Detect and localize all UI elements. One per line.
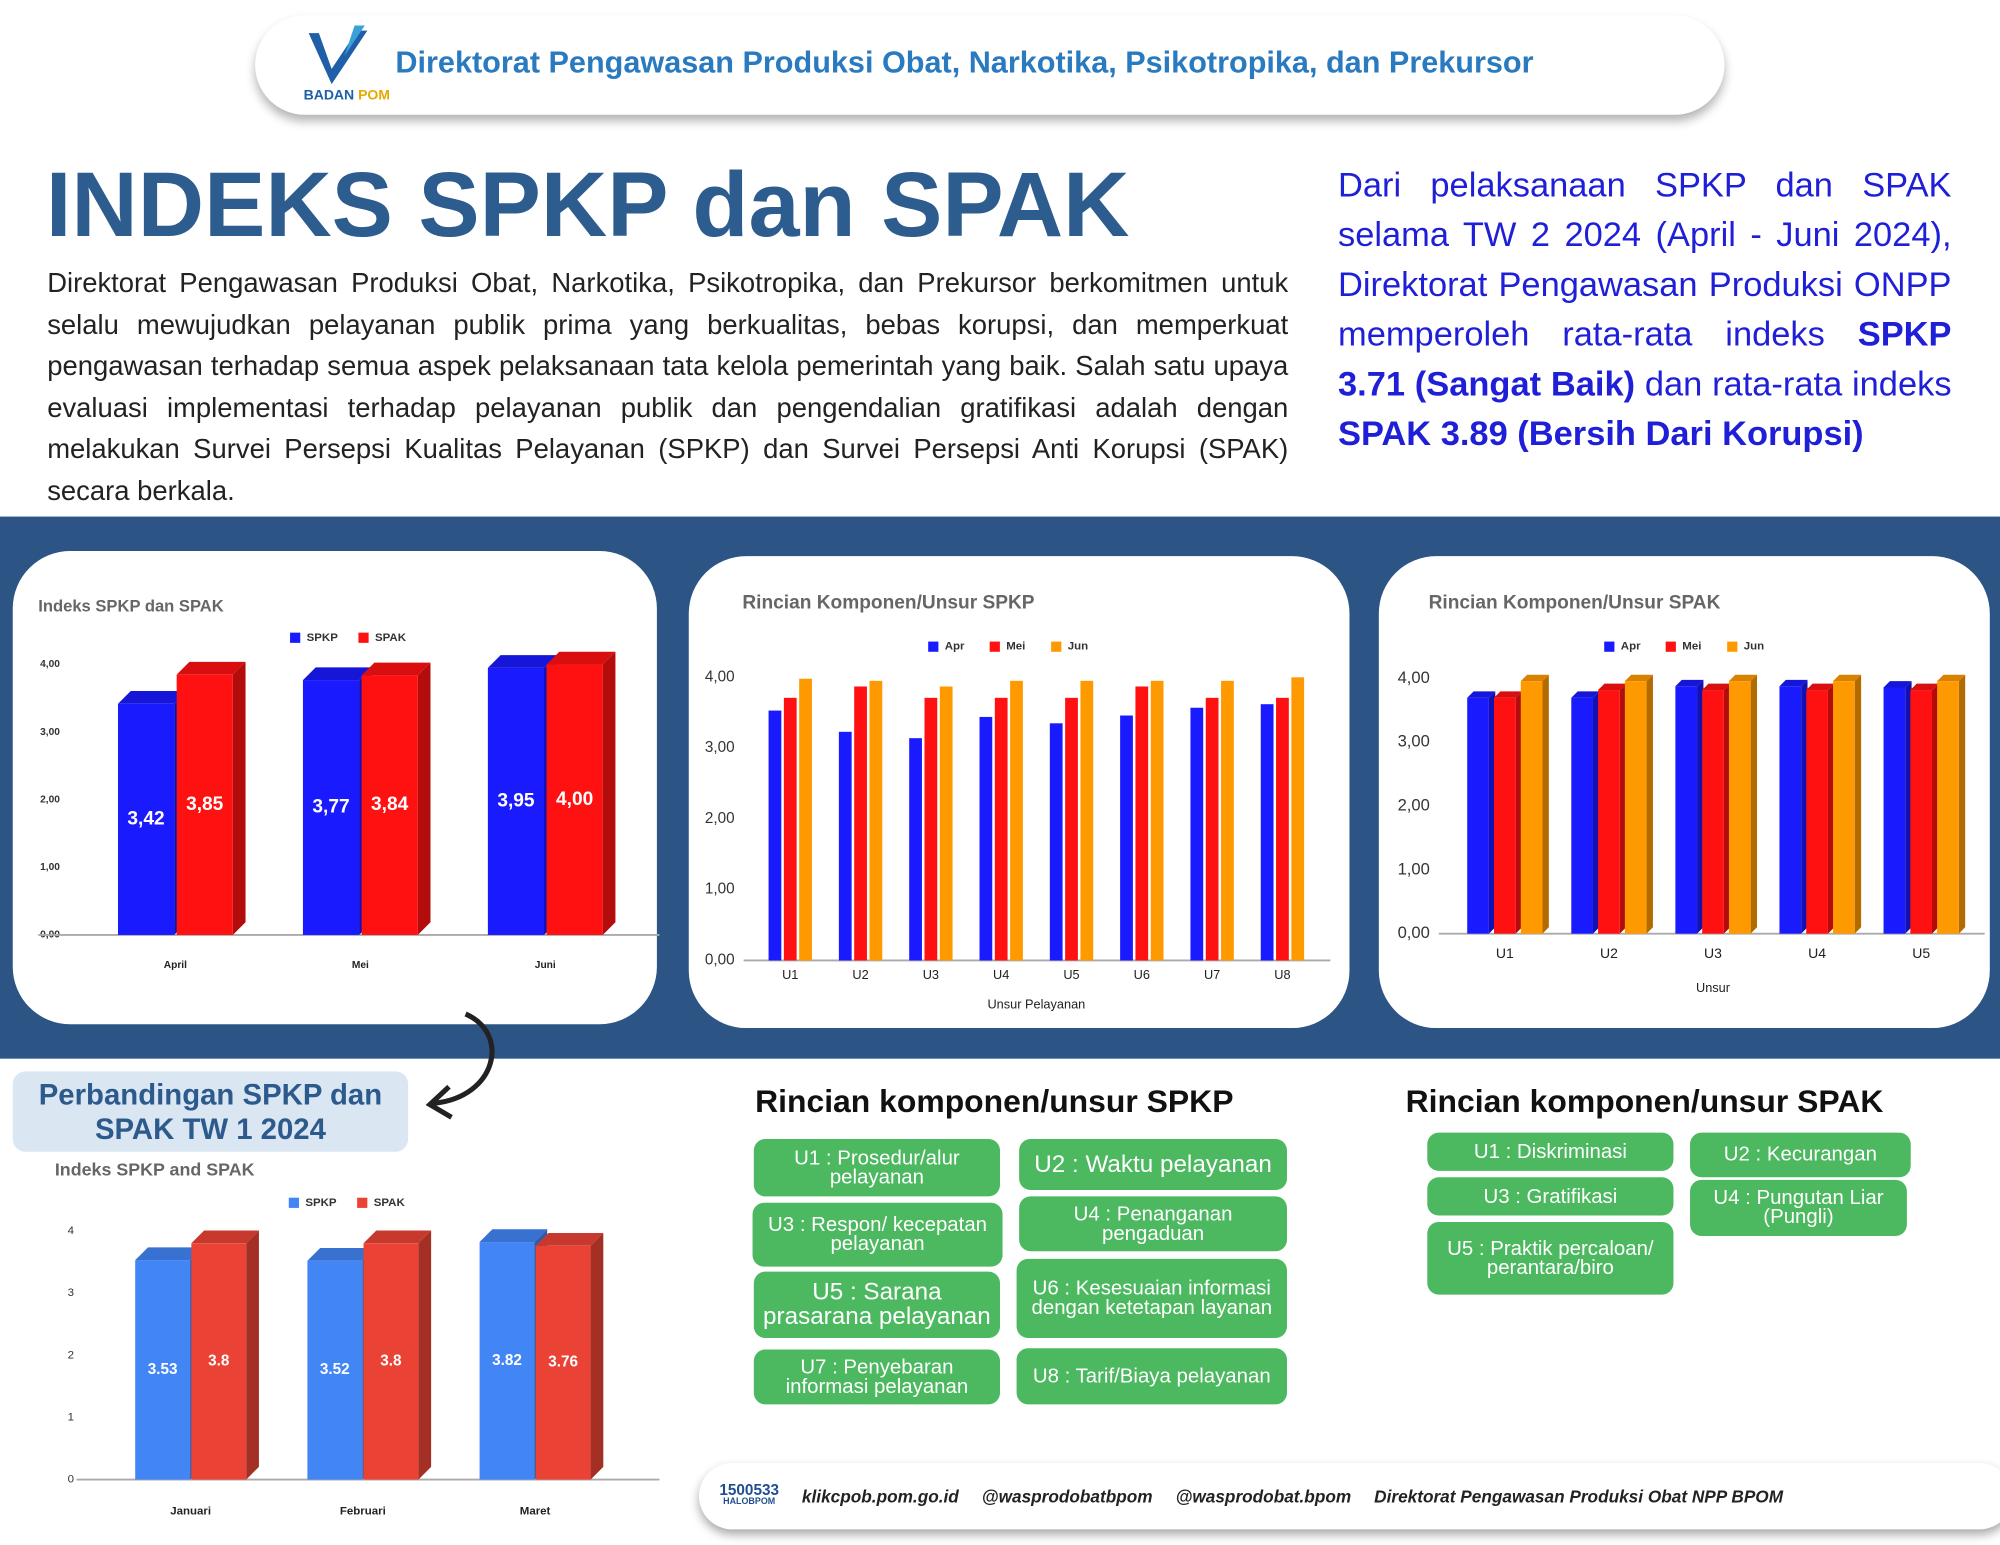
bar-top — [191, 1230, 259, 1244]
chart-card — [12, 551, 657, 1025]
bar-side — [246, 1230, 259, 1480]
bar-top — [307, 1247, 375, 1261]
hotline-name: HALOBPOM — [723, 1497, 776, 1507]
x-tick-label: Januari — [170, 1506, 211, 1518]
footer: 1500533 HALOBPOM klikcpob.pom.go.id @wasp… — [698, 1463, 2000, 1530]
component: U4 : Pungutan Liar (Pungli) — [1690, 1179, 1907, 1236]
bar-top — [535, 1233, 604, 1246]
bar — [135, 1260, 191, 1480]
value-label: 3.52 — [320, 1361, 350, 1378]
bar — [535, 1245, 591, 1480]
y-tick-label: 1 — [68, 1411, 74, 1423]
bar — [191, 1243, 247, 1480]
bar — [479, 1242, 535, 1480]
component: U8 : Tarif/Biaya pelayanan — [1016, 1348, 1287, 1405]
x-tick-label: Februari — [340, 1506, 386, 1518]
value-label: 3.8 — [208, 1352, 230, 1369]
bar-side — [362, 1247, 375, 1480]
intro: Direktorat Pengawasan Produksi Obat, Nar… — [47, 267, 1289, 506]
value-label: 3.8 — [380, 1352, 402, 1369]
component: U2 : Waktu pelayanan — [1019, 1139, 1287, 1191]
summary-text: SPAK 3.89 (Bersih Dari Korupsi) — [1338, 414, 1864, 453]
hotline-number: 1500533 — [719, 1480, 779, 1499]
bar-top — [135, 1247, 203, 1261]
component: U1 : Prosedur/alur pelayanan — [753, 1139, 1000, 1197]
logo-text: BADAN POM — [304, 86, 389, 102]
website: klikcpob.pom.go.id — [801, 1486, 959, 1506]
x-tick-label: Maret — [520, 1506, 551, 1518]
bar-side — [190, 1247, 203, 1480]
arrow — [425, 1011, 495, 1120]
y-tick-label: 3 — [68, 1287, 74, 1299]
component: U4 : Penanganan pengaduan — [1019, 1196, 1287, 1252]
chart-card — [1378, 556, 1990, 1029]
header-bar — [255, 15, 1725, 115]
comparison-title: Perbandingan SPKP dan SPAK TW 1 2024 — [12, 1071, 409, 1152]
value-label: 3.53 — [148, 1361, 178, 1378]
component: U3 : Gratifikasi — [1427, 1177, 1674, 1216]
bar — [307, 1260, 363, 1480]
component: U3 : Respon/ kecepatan pelayanan — [752, 1202, 1003, 1267]
bar-side — [534, 1229, 548, 1480]
chart-title: Indeks SPKP and SPAK — [55, 1160, 255, 1180]
y-tick-label: 2 — [68, 1349, 74, 1361]
component: U5 : Praktik percaloan/ perantara/biro — [1427, 1221, 1674, 1295]
y-tick-label: 0 — [68, 1474, 74, 1486]
summary-text: SPKP 3.71 (Sangat Baik) — [1338, 315, 1952, 404]
bar-top — [479, 1229, 548, 1243]
component: U2 : Kecurangan — [1690, 1132, 1911, 1178]
instagram: @wasprodobat.bpom — [1175, 1486, 1352, 1506]
component: U1 : Diskriminasi — [1427, 1132, 1674, 1171]
summary-text: Dari pelaksanaan SPKP dan SPAK selama TW… — [1338, 165, 1952, 354]
legend-label: SPAK — [374, 1197, 406, 1209]
summary-text: dan rata-rata indeks — [1635, 364, 1952, 404]
spak-components-title: Rincian komponen/unsur SPAK — [1405, 1084, 1884, 1120]
legend-swatch — [357, 1197, 368, 1208]
legend-label: SPKP — [305, 1197, 337, 1209]
main-title: INDEKS SPKP dan SPAK — [45, 154, 1130, 257]
bar-side — [418, 1230, 432, 1480]
header-title: Direktorat Pengawasan Produksi Obat, Nar… — [395, 45, 1534, 81]
legend-swatch — [288, 1197, 299, 1208]
twitter: @wasprodobatbpom — [981, 1486, 1153, 1506]
social: Direktorat Pengawasan Produksi Obat NPP … — [1374, 1486, 1784, 1506]
hotline: 1500533 HALOBPOM — [719, 1480, 779, 1509]
spkp-components-title: Rincian komponen/unsur SPKP — [755, 1084, 1234, 1120]
component: U5 : Sarana prasarana pelayanan — [753, 1271, 1000, 1339]
chart-card — [688, 556, 1350, 1029]
component: U7 : Penyebaran informasi pelayanan — [753, 1349, 1000, 1405]
value-label: 3.76 — [548, 1354, 578, 1371]
summary: Dari pelaksanaan SPKP dan SPAK selama TW… — [1338, 161, 1952, 459]
bar — [363, 1243, 419, 1480]
y-tick-label: 4 — [68, 1225, 75, 1237]
bar-top — [363, 1230, 432, 1244]
value-label: 3.82 — [492, 1352, 522, 1369]
logo: BADAN POM — [304, 25, 389, 102]
component: U6 : Kesesuaian informasi dengan ketetap… — [1016, 1258, 1287, 1339]
bar-side — [590, 1233, 604, 1480]
